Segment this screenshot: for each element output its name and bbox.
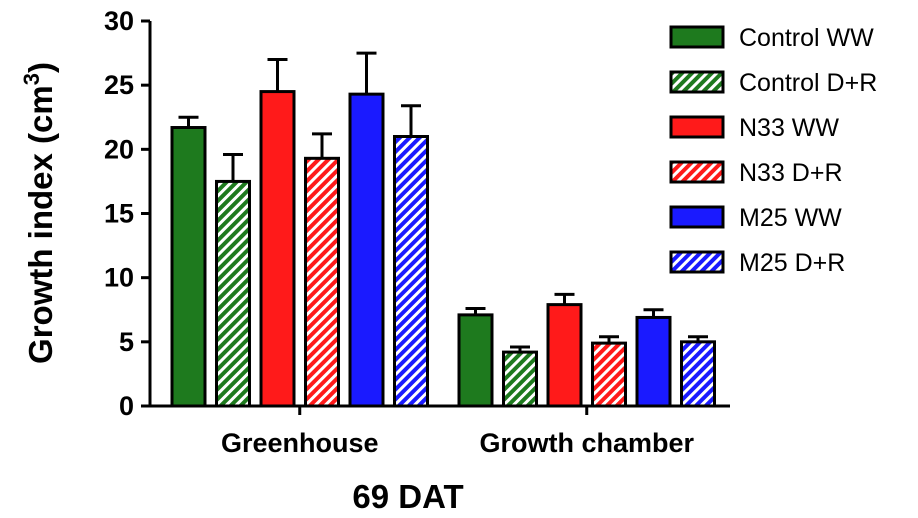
y-tick-label-4: 20 xyxy=(104,134,134,164)
legend-swatch-0 xyxy=(669,25,725,49)
y-axis-title-superscript: 3 xyxy=(19,73,44,85)
bar-1-0 xyxy=(457,313,494,408)
bars-layer xyxy=(170,90,716,408)
legend-swatch-2 xyxy=(669,115,725,139)
y-tick-label-5: 25 xyxy=(104,70,134,100)
bar-1-3 xyxy=(591,341,627,408)
legend-swatch-4 xyxy=(669,205,725,229)
x-category-label-0: Greenhouse xyxy=(221,428,379,458)
y-axis-title: Growth index (cm3) xyxy=(19,62,59,364)
y-tick-label-6: 30 xyxy=(104,6,134,36)
y-axis-title-close: ) xyxy=(22,62,59,73)
legend-swatch-5 xyxy=(669,250,725,274)
legend-label-2: N33 WW xyxy=(739,114,839,142)
bar-0-4 xyxy=(348,92,385,408)
y-tick-label-2: 10 xyxy=(104,263,134,293)
legend-label-4: M25 WW xyxy=(739,204,842,232)
y-axis-title-main: Growth index (cm xyxy=(22,85,59,364)
bar-0-0 xyxy=(170,126,207,408)
y-tick-label-1: 5 xyxy=(119,327,134,357)
legend-swatch-1 xyxy=(669,70,725,94)
legend-label-3: N33 D+R xyxy=(739,159,843,187)
legend-label-5: M25 D+R xyxy=(739,249,845,277)
legend: Control WW Control D+R N33 WW N33 D+R M25 WW… xyxy=(669,24,877,277)
y-tick-label-0: 0 xyxy=(119,391,134,421)
y-tick-label-3: 15 xyxy=(104,199,134,229)
bar-0-3 xyxy=(304,156,340,408)
bar-0-2 xyxy=(259,90,296,408)
bar-1-4 xyxy=(635,315,672,408)
bar-0-5 xyxy=(393,135,429,408)
legend-label-0: Control WW xyxy=(739,24,874,52)
bar-1-2 xyxy=(546,303,583,408)
legend-label-1: Control D+R xyxy=(739,69,877,97)
error-bars-layer xyxy=(178,51,708,353)
x-category-label-1: Growth chamber xyxy=(479,428,694,458)
axes-layer: 0 5 10 15 20 25 30 Greenhouse Growth chamber xyxy=(104,6,730,458)
bar-1-5 xyxy=(680,340,716,408)
legend-swatch-3 xyxy=(669,160,725,184)
bar-0-1 xyxy=(215,179,251,408)
bar-1-1 xyxy=(502,350,538,408)
x-axis-title: 69 DAT xyxy=(352,478,463,515)
